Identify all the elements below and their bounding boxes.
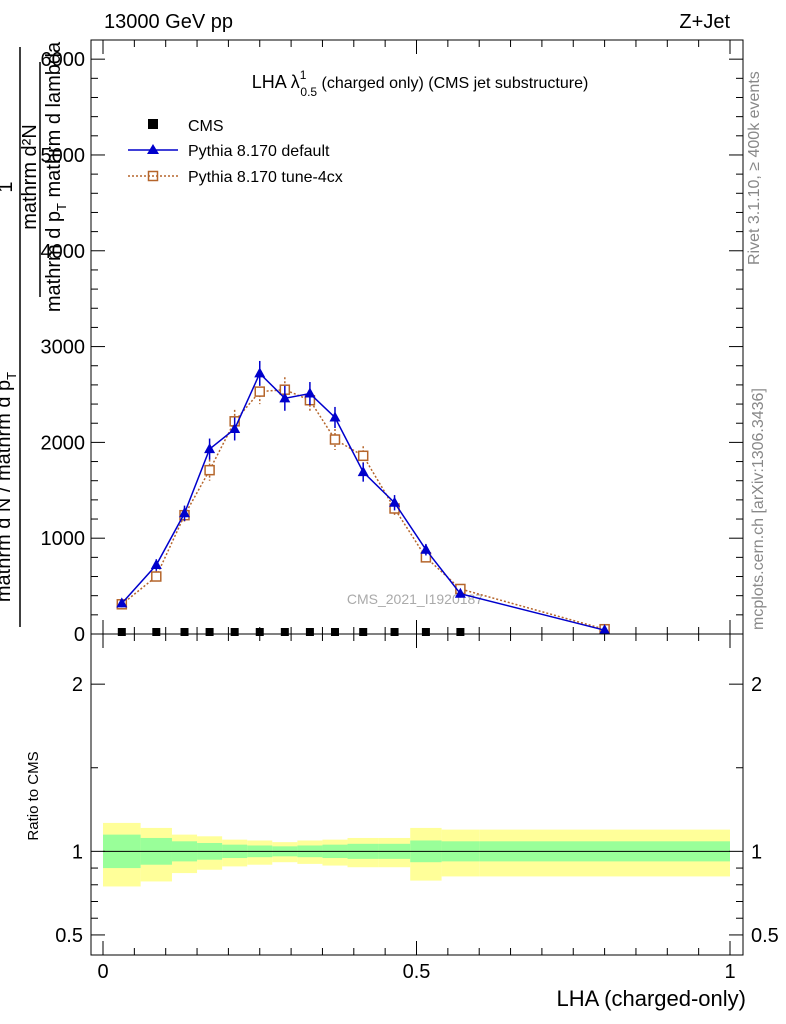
main-y-label: 1 mathrm d N / mathrm d pT mathrm d²N ma…: [0, 41, 69, 627]
pythia-default-point: [304, 387, 316, 398]
y-label-frac-den-sub: T: [54, 203, 69, 211]
pythia-default-point: [179, 507, 191, 518]
ratio-y-label: Ratio to CMS: [25, 751, 42, 840]
cms-point: [255, 628, 264, 636]
cms-point: [456, 628, 465, 636]
cms-point: [421, 628, 430, 636]
pythia-default-point: [389, 496, 401, 507]
cms-point: [330, 628, 339, 636]
rivet-label: Rivet 3.1.10, ≥ 400k events: [746, 71, 763, 265]
pythia-tune-point: [151, 571, 162, 582]
main-ytick-label: 4000: [41, 241, 86, 263]
y-label-frac-den-rest: mathrm d lambda: [43, 41, 65, 203]
y-label-frac-den: mathrm d pT mathrm d lambda: [43, 41, 69, 312]
pythia-default-point: [357, 466, 369, 477]
ratio-ytick-label: 2: [72, 674, 83, 696]
pythia-default-point: [599, 624, 611, 635]
legend-marker-pythia-tune: [147, 170, 159, 182]
cms-point: [205, 628, 214, 636]
main-panel: 0 1000 2000 3000 4000 5000 6000 CMS_2021_I1920…: [0, 39, 744, 646]
ratio-xtick-label: 1: [724, 961, 735, 983]
main-series: [116, 360, 611, 636]
legend-marker-pythia-default: [147, 144, 159, 154]
legend: CMS Pythia 8.170 default Pythia 8.170 tu…: [128, 118, 343, 186]
ratio-y-ticks: 0.5 0.5 1 1 2 2: [55, 674, 779, 947]
ratio-ytick-label: 0.5: [55, 925, 83, 947]
pythia-default-line: [121, 372, 605, 631]
header-right: Z+Jet: [679, 11, 730, 33]
pythia-tune-point: [357, 450, 369, 462]
legend-label-cms: CMS: [188, 118, 224, 135]
cms-point: [180, 628, 189, 636]
cms-point: [359, 628, 368, 636]
pythia-default-point: [254, 367, 266, 378]
legend-label-pythia-tune: Pythia 8.170 tune-4cx: [188, 169, 343, 186]
main-ytick-label: 0: [74, 624, 85, 646]
legend-marker-cms: [148, 119, 158, 129]
ratio-x-ticks: 0 0.5 1: [97, 634, 736, 983]
ratio-xtick-label: 0.5: [403, 961, 431, 983]
y-label-main-text: mathrm d N / mathrm d p: [0, 380, 15, 602]
main-ytick-label: 5000: [41, 145, 86, 167]
y-label-main-sub: T: [4, 372, 19, 380]
ratio-ytick-label-right: 2: [751, 674, 762, 696]
cms-point: [117, 628, 126, 636]
title-sub: 0.5: [300, 85, 317, 99]
cms-point: [230, 628, 239, 636]
pythia-default-point: [329, 411, 341, 422]
ratio-bands: [103, 822, 730, 887]
legend-label-pythia-default: Pythia 8.170 default: [188, 143, 330, 160]
y-label-one: 1: [0, 181, 17, 192]
pythia-default-point: [204, 443, 216, 454]
title-rest: (charged only) (CMS jet substructure): [317, 75, 588, 92]
pythia-default-point: [420, 543, 432, 554]
pythia-default-point: [150, 559, 162, 570]
header-left: 13000 GeV pp: [104, 11, 233, 33]
main-ytick-label: 6000: [41, 49, 86, 71]
y-label-frac-num: mathrm d²N: [19, 124, 41, 230]
y-label-main: mathrm d N / mathrm d pT: [0, 372, 19, 602]
ratio-ytick-label: 1: [72, 841, 83, 863]
title-sup: 1: [300, 68, 307, 82]
cms-point: [152, 628, 161, 636]
ratio-frame: [90, 633, 744, 956]
pythia-default-point: [229, 422, 241, 433]
main-ytick-label: 3000: [41, 337, 86, 359]
main-y-ticks: 0 1000 2000 3000 4000 5000 6000: [41, 49, 743, 646]
x-axis-label: LHA (charged-only): [556, 986, 746, 1011]
pythia-tune-point: [254, 386, 265, 397]
ratio-xtick-label: 0: [97, 961, 108, 983]
pythia-default-point: [116, 597, 128, 608]
title-main: LHA λ: [252, 72, 300, 92]
ratio-ytick-label-right: 1: [751, 841, 762, 863]
cms-point: [390, 628, 399, 636]
ratio-panel: 0.5 0.51 12 2 0 0.5 1 Ratio to CMS LHA (charg…: [25, 633, 779, 1011]
ratio-ytick-label-right: 0.5: [751, 925, 779, 947]
pythia-default-point: [454, 587, 466, 598]
mcplots-label: mcplots.cern.ch [arXiv:1306.3436]: [750, 388, 767, 630]
main-ytick-label: 1000: [41, 528, 86, 550]
pythia-tune-line: [121, 388, 605, 630]
pythia-tune-point: [204, 464, 215, 476]
pythia-default-point: [279, 392, 291, 403]
y-label-frac-den-text: mathrm d p: [43, 211, 65, 312]
main-ytick-label: 2000: [41, 432, 86, 454]
watermark: CMS_2021_I1920187: [347, 591, 483, 607]
pythia-tune-point: [329, 434, 341, 445]
main-x-ticks: [102, 40, 731, 634]
chart-title: LHA λ1 0.5 (charged only) (CMS jet substr…: [252, 68, 589, 99]
cms-point: [280, 628, 289, 636]
cms-point: [305, 628, 314, 636]
